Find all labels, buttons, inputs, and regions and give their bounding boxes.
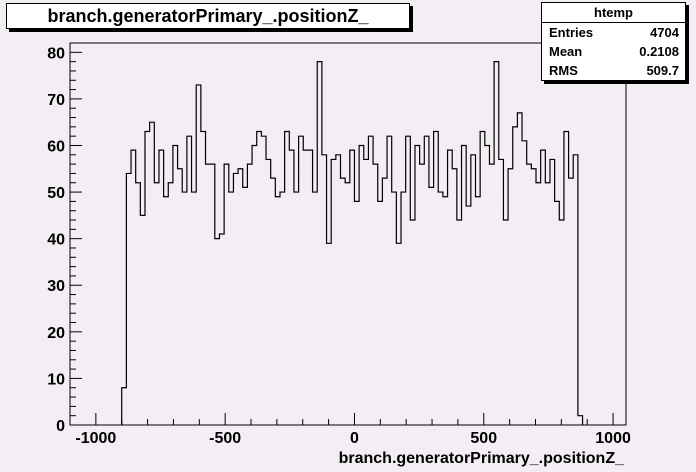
y-tick-label: 20 [47,325,65,342]
stats-entries-label: Entries [549,25,594,40]
stats-rms-label: RMS [549,63,578,78]
x-axis: -1000 -500 0 500 1000 [69,413,631,447]
y-tick-label: 40 [47,232,65,249]
stats-row-entries: Entries 4704 [542,23,685,42]
y-tick-label: 10 [47,371,65,388]
histogram-step-line [121,61,584,425]
plot-area [69,42,627,426]
stats-mean-value: 0.2108 [639,44,679,59]
y-tick-label: 70 [47,92,65,109]
stats-row-mean: Mean 0.2108 [542,42,685,61]
x-axis-label: branch.generatorPrimary_.positionZ_ [339,450,626,467]
y-axis: 0 10 20 30 40 50 60 70 80 [47,45,82,435]
x-tick-label: -1000 [75,430,116,447]
stats-row-rms: RMS 509.7 [542,61,685,80]
y-tick-label: 30 [47,278,65,295]
y-tick-label: 80 [47,45,65,62]
y-tick-label: 0 [56,418,65,435]
x-tick-label: 0 [350,430,359,447]
x-tick-label: -500 [209,430,241,447]
stats-entries-value: 4704 [650,25,679,40]
stats-name: htemp [542,3,685,23]
stats-box: htemp Entries 4704 Mean 0.2108 RMS 509.7 [541,2,686,81]
stats-rms-value: 509.7 [646,63,679,78]
x-tick-label: 1000 [595,430,631,447]
y-tick-label: 50 [47,185,65,202]
histogram-title: branch.generatorPrimary_.positionZ_ [6,3,410,29]
x-tick-label: 500 [470,430,497,447]
stats-mean-label: Mean [549,44,583,59]
y-tick-label: 60 [47,138,65,155]
